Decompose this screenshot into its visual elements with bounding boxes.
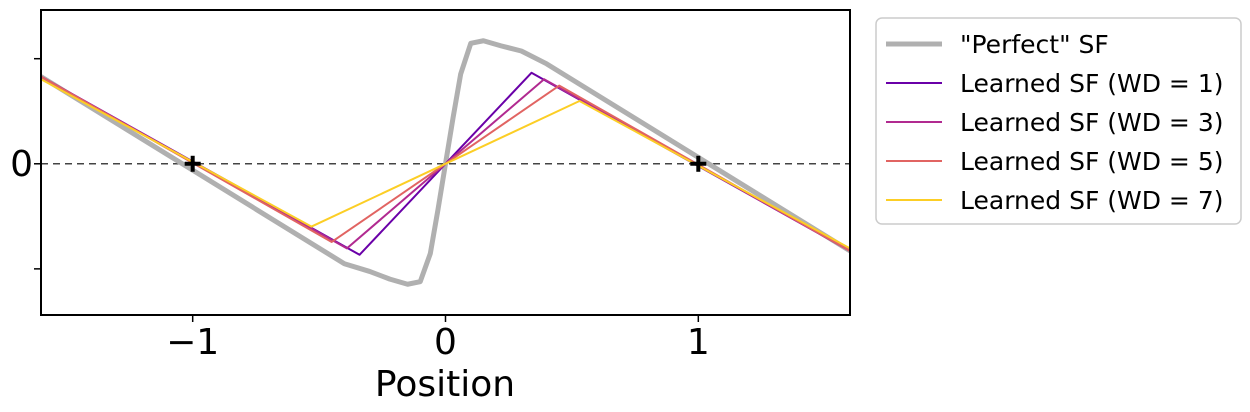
x-tick-label-2: 1 [687, 322, 710, 363]
legend-label-1: Learned SF (WD = 1) [960, 69, 1224, 98]
series-line-4 [41, 78, 850, 250]
axes: −1 0 1 0 [10, 57, 710, 363]
series-layer [41, 38, 850, 287]
legend-item-1: Learned SF (WD = 1) [886, 69, 1224, 98]
legend-item-2: Learned SF (WD = 3) [886, 108, 1224, 137]
legend-item-4: Learned SF (WD = 7) [886, 186, 1224, 215]
plus-marker-0 [184, 155, 201, 172]
legend-label-4: Learned SF (WD = 7) [960, 186, 1224, 215]
legend-label-3: Learned SF (WD = 5) [960, 147, 1224, 176]
legend: "Perfect" SF Learned SF (WD = 1) Learned S… [875, 17, 1242, 225]
legend-label-2: Learned SF (WD = 3) [960, 108, 1224, 137]
plus-marker-1 [690, 155, 707, 172]
legend-item-0: "Perfect" SF [886, 30, 1109, 59]
legend-item-3: Learned SF (WD = 5) [886, 147, 1224, 176]
marker-layer [184, 155, 707, 172]
x-tick-label-0: −1 [166, 322, 219, 363]
x-tick-label-1: 0 [434, 322, 457, 363]
x-axis-title: Position [375, 364, 515, 405]
y-tick-label-1: 0 [10, 144, 33, 185]
legend-frame [875, 17, 1242, 225]
legend-label-0: "Perfect" SF [960, 30, 1109, 59]
